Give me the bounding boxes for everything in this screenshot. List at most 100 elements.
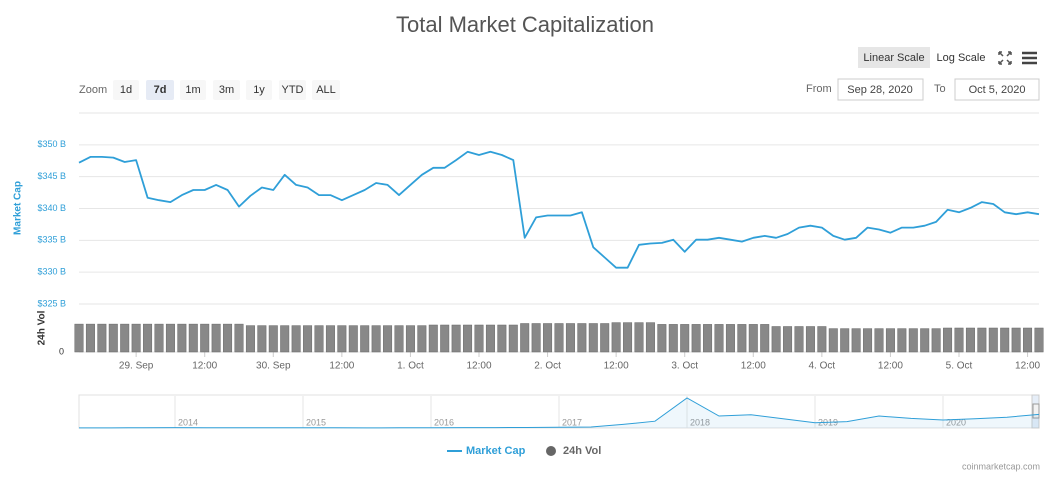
volume-bar [771, 326, 781, 353]
scale-button[interactable] [858, 47, 930, 68]
navigator-label: 2017 [562, 417, 582, 427]
volume-bar [234, 323, 244, 353]
volume-bar [497, 324, 507, 353]
zoom-button-label[interactable]: 1d [120, 84, 132, 96]
volume-bar [394, 325, 404, 353]
volume-bar [725, 324, 735, 353]
y-tick-label: $335 B [37, 235, 66, 245]
volume-bar [611, 322, 621, 353]
menu-icon[interactable] [1022, 51, 1037, 65]
zoom-button-label[interactable]: 3m [219, 84, 234, 96]
volume-bar [74, 323, 84, 353]
y-tick-label: $345 B [37, 171, 66, 181]
x-tick-label: 29. Sep [119, 361, 154, 372]
volume-bar [531, 323, 541, 353]
y-tick-label: $340 B [37, 203, 66, 213]
volume-bar [280, 325, 290, 353]
scale-button-label[interactable]: Log Scale [937, 52, 986, 64]
market-cap-line [78, 150, 1040, 269]
zoom-button-label[interactable]: 1m [185, 84, 200, 96]
volume-bar [108, 323, 118, 353]
volume-bar [165, 323, 175, 353]
zoom-button-label[interactable]: YTD [282, 84, 304, 96]
volume-bar [680, 324, 690, 353]
volume-bar [634, 322, 644, 353]
zoom-button[interactable] [312, 80, 340, 100]
to-label: To [934, 83, 946, 95]
volume-bar [188, 323, 198, 353]
volume-bar [760, 324, 770, 353]
x-tick-label: 1. Oct [397, 361, 424, 372]
to-input[interactable] [954, 78, 1040, 101]
volume-bar [920, 328, 930, 353]
x-tick-label: 12:00 [604, 361, 629, 372]
x-tick-label: 12:00 [878, 361, 903, 372]
volume-bar [1023, 327, 1033, 353]
from-value[interactable]: Sep 28, 2020 [847, 84, 912, 96]
to-value[interactable]: Oct 5, 2020 [969, 84, 1026, 96]
y-tick-label: $330 B [37, 267, 66, 277]
volume-bar [371, 325, 381, 353]
navigator-line [79, 397, 1040, 429]
zoom-button[interactable] [279, 80, 306, 100]
x-tick-label: 12:00 [192, 361, 217, 372]
from-input[interactable] [837, 78, 924, 101]
volume-bar [623, 322, 633, 353]
volume-bar [931, 328, 941, 353]
volume-bar [703, 324, 713, 353]
volume-bar [988, 327, 998, 353]
volume-bar [474, 324, 484, 353]
volume-bar [131, 323, 141, 353]
chart-title: Total Market Capitalization [396, 12, 654, 37]
zoom-button[interactable] [213, 80, 240, 100]
volume-bar [245, 325, 255, 353]
volume-bar [977, 327, 987, 353]
volume-bar [440, 324, 450, 353]
x-tick-label: 12:00 [466, 361, 491, 372]
legend-swatch[interactable] [546, 446, 556, 456]
zoom-button[interactable] [113, 80, 139, 100]
volume-bar [211, 323, 221, 353]
zoom-label: Zoom [79, 84, 107, 96]
navigator-handle[interactable] [1032, 403, 1040, 419]
volume-bar [177, 323, 187, 353]
volume-bar [223, 323, 233, 353]
volume-bar [508, 324, 518, 353]
volume-bar [303, 325, 313, 353]
volume-bar [463, 324, 473, 353]
zoom-button[interactable] [246, 80, 272, 100]
volume-bar [874, 328, 884, 353]
zoom-button-label[interactable]: 1y [253, 84, 265, 96]
volume-bar [405, 325, 415, 353]
volume-bar [554, 323, 564, 353]
volume-bar [714, 324, 724, 353]
y-tick-label: $325 B [37, 298, 66, 308]
navigator-label: 2018 [690, 417, 710, 427]
volume-bar [417, 325, 427, 353]
volume-bar [657, 324, 667, 353]
zoom-button[interactable] [180, 80, 206, 100]
x-tick-label: 2. Oct [534, 361, 561, 372]
scale-button-label[interactable]: Linear Scale [863, 52, 924, 64]
x-tick-label: 4. Oct [809, 361, 836, 372]
zoom-button-label[interactable]: 7d [154, 84, 167, 96]
navigator-label: 2016 [434, 417, 454, 427]
volume-bar [748, 324, 758, 353]
legend-label[interactable]: 24h Vol [563, 445, 601, 457]
zoom-button-label[interactable]: ALL [316, 84, 336, 96]
volume-bar [1000, 327, 1010, 353]
volume-bar [863, 328, 873, 353]
navigator-area [79, 398, 1039, 428]
navigator-label: 2014 [178, 417, 198, 427]
volume-bar [794, 326, 804, 353]
legend-label[interactable]: Market Cap [466, 445, 526, 457]
navigator-label: 2015 [306, 417, 326, 427]
scale-button[interactable] [932, 47, 990, 68]
volume-bar [1034, 327, 1044, 353]
fullscreen-icon[interactable] [998, 51, 1012, 65]
volume-bar [85, 323, 95, 353]
zoom-button[interactable] [146, 80, 174, 100]
x-tick-label: 3. Oct [671, 361, 698, 372]
credits: coinmarketcap.com [962, 461, 1040, 471]
